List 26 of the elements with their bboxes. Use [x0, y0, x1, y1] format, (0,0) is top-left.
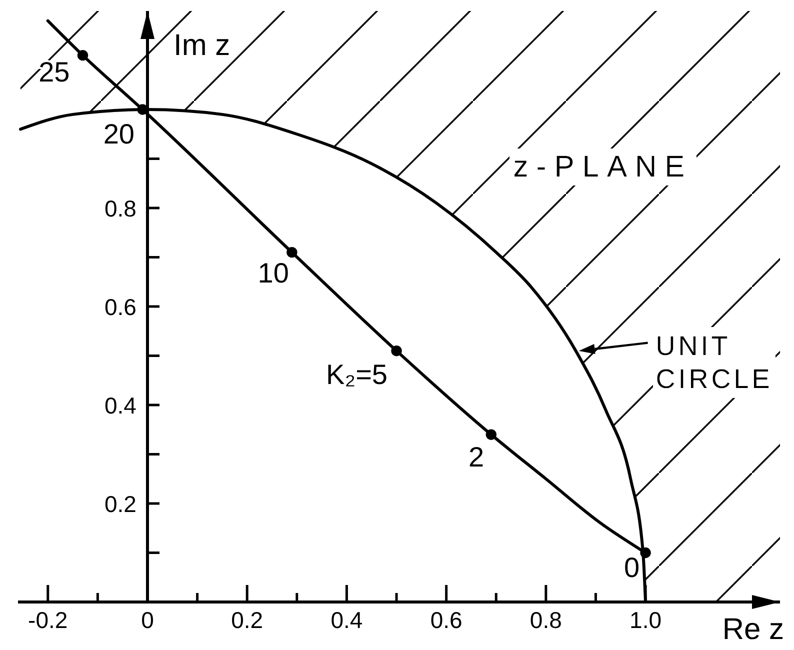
- x-tick-label: 1.0: [630, 607, 662, 633]
- annotation: 20: [103, 118, 135, 150]
- x-tick-label: 0: [141, 607, 154, 633]
- y-tick-label: 0.8: [104, 195, 136, 222]
- annotation: UNIT CIRCLE: [656, 330, 773, 394]
- point: [77, 50, 88, 61]
- y-tick-label: 0.4: [104, 392, 137, 418]
- y-axis-title: Im z: [173, 29, 230, 62]
- x-tick-label: 0.4: [330, 607, 363, 633]
- x-tick-label: 0.8: [530, 607, 562, 633]
- point: [286, 246, 298, 258]
- annotation: 0: [624, 552, 640, 583]
- x-tick-label: 0.6: [430, 607, 462, 633]
- point: [391, 345, 402, 356]
- point: [640, 547, 651, 558]
- x-tick-label: -0.2: [28, 607, 68, 633]
- x-tick-label: 0.2: [231, 607, 264, 633]
- annotation: 2: [468, 442, 484, 473]
- y-tick-label: 0.2: [104, 490, 136, 517]
- y-tick-label: 0.6: [104, 294, 136, 320]
- annotation: 25: [38, 56, 70, 88]
- x-axis-title: Re z: [722, 613, 784, 646]
- annotation: 10: [258, 257, 289, 288]
- point: [486, 429, 496, 440]
- annotation: K₂=5: [326, 358, 388, 390]
- annotation: z-PLANE: [513, 150, 693, 184]
